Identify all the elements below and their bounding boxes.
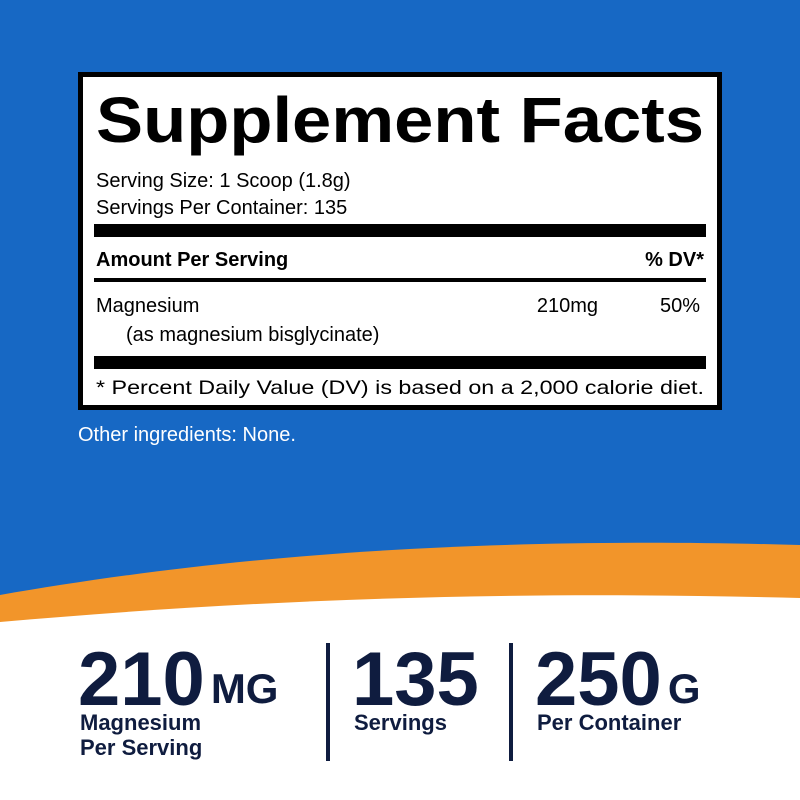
highlight-caption: Per Serving bbox=[80, 735, 202, 760]
highlight-number: 210 bbox=[78, 637, 205, 722]
thick-rule bbox=[94, 224, 706, 237]
divider bbox=[509, 643, 513, 761]
highlight-number: 250 bbox=[535, 637, 662, 722]
highlight-caption: Per Container bbox=[537, 710, 682, 735]
highlight-caption: Servings bbox=[354, 710, 447, 735]
servings-per-container: Servings Per Container: 135 bbox=[96, 197, 347, 219]
facts-rows: Magnesium (as magnesium bisglycinate) 210m… bbox=[96, 295, 700, 346]
nutrient-source: (as magnesium bisglycinate) bbox=[126, 324, 379, 346]
highlight-number: 135 bbox=[352, 637, 479, 722]
footnote: * Percent Daily Value (DV) is based on a… bbox=[96, 377, 704, 399]
white-band bbox=[0, 595, 800, 800]
highlight-unit: MG bbox=[211, 665, 279, 712]
nutrient-amount: 210mg bbox=[537, 295, 598, 317]
amount-header: Amount Per Serving bbox=[96, 249, 288, 271]
other-ingredients: Other ingredients: None. bbox=[78, 424, 296, 446]
thick-rule bbox=[94, 356, 706, 369]
nutrient-dv: 50% bbox=[660, 295, 700, 317]
facts-panel bbox=[78, 72, 722, 410]
highlight-caption: Magnesium bbox=[80, 710, 201, 735]
highlight-unit: G bbox=[668, 665, 701, 712]
serving-size: Serving Size: 1 Scoop (1.8g) bbox=[96, 170, 351, 192]
facts-title: Supplement Facts bbox=[96, 84, 704, 156]
dv-header: % DV* bbox=[645, 249, 704, 271]
divider bbox=[326, 643, 330, 761]
nutrient-name: Magnesium bbox=[96, 295, 199, 317]
thin-rule bbox=[94, 278, 706, 282]
